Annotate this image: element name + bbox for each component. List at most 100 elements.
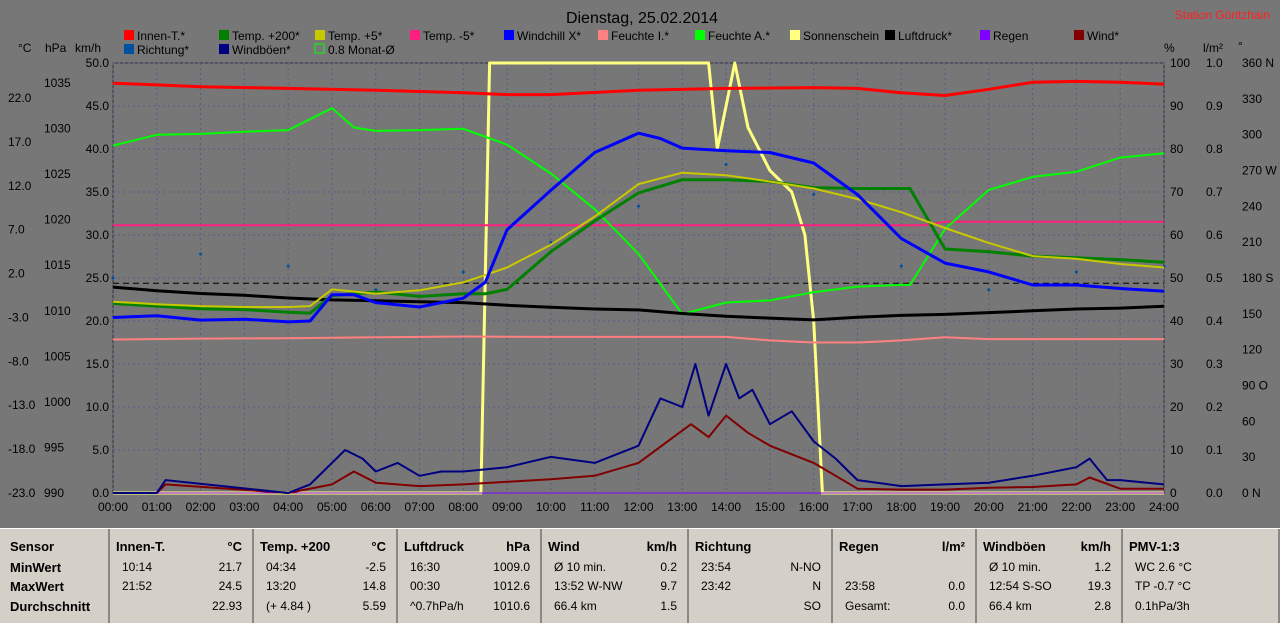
- table-cell-label: 00:30: [410, 579, 441, 593]
- tick-label-hpa: 990: [44, 486, 64, 500]
- tick-label-direction: 90 O: [1242, 379, 1268, 393]
- tick-label-celsius: 7.0: [8, 223, 25, 237]
- tick-label-time: 12:00: [623, 500, 653, 514]
- table-cell-label: 12:54 S-SO: [989, 579, 1052, 593]
- direction-point: [549, 240, 553, 244]
- series-line-sonnenschein: [113, 61, 1164, 495]
- legend-swatch: [885, 30, 895, 40]
- table-cell-label: 10:14: [122, 560, 153, 574]
- legend-swatch: [314, 43, 325, 54]
- direction-point: [286, 264, 290, 268]
- legend-swatch: [124, 44, 134, 54]
- table-cell-label: Ø 10 min.: [554, 560, 607, 574]
- table-column-header: PMV-1:3: [1129, 539, 1180, 554]
- tick-label-kmh: 30.0: [86, 228, 110, 242]
- table-cell-value: 1012.6: [493, 579, 530, 593]
- legend-swatch: [790, 30, 800, 40]
- table-cell-value: 19.3: [1087, 579, 1111, 593]
- legend-label: Temp. +200*: [232, 29, 300, 43]
- table-cell-label: 23:54: [701, 560, 732, 574]
- tick-label-celsius: -13.0: [8, 398, 36, 412]
- legend-label: 0.8 Monat-Ø: [328, 43, 395, 57]
- direction-point: [724, 163, 728, 166]
- tick-label-time: 08:00: [448, 500, 478, 514]
- legend-swatch: [598, 30, 608, 40]
- legend-label: Wind*: [1087, 29, 1119, 43]
- table-cell-value: 1010.6: [493, 599, 530, 613]
- tick-label-celsius: 2.0: [8, 267, 25, 281]
- legend-label: Windchill X*: [517, 29, 581, 43]
- legend-swatch: [410, 30, 420, 40]
- table-column-unit: °C: [371, 539, 386, 554]
- tick-label-time: 19:00: [930, 500, 960, 514]
- tick-label-percent: 0: [1170, 486, 1177, 500]
- table-cell-value: 1009.0: [493, 560, 530, 574]
- table-cell-label: 66.4 km: [989, 599, 1032, 613]
- tick-label-lm2: 0.1: [1206, 443, 1223, 457]
- statistics-table: Sensor MinWert MaxWert Durchschnitt Innen-T.…: [0, 528, 1280, 623]
- tick-label-percent: 10: [1170, 443, 1184, 457]
- legend-swatch: [1074, 30, 1084, 40]
- table-column: Richtung 23:54 N-NO 23:42 N SO: [689, 529, 833, 623]
- tick-label-time: 21:00: [1018, 500, 1048, 514]
- tick-label-direction: 0 N: [1242, 486, 1261, 500]
- series-line-feuchte-i: [112, 335, 1164, 344]
- table-cell-value: 1.2: [1094, 560, 1111, 574]
- legend-label: Feuchte A.*: [708, 29, 770, 43]
- table-column-header: Luftdruck: [404, 539, 464, 554]
- unit-kmh: km/h: [75, 41, 101, 55]
- tick-label-kmh: 25.0: [86, 271, 110, 285]
- tick-label-percent: 20: [1170, 400, 1184, 414]
- tick-label-percent: 100: [1170, 56, 1190, 70]
- legend-swatch: [219, 30, 229, 40]
- tick-label-percent: 30: [1170, 357, 1184, 371]
- legend-swatch: [124, 30, 134, 40]
- tick-label-lm2: 0.9: [1206, 99, 1223, 113]
- table-cell-label: 0.1hPa/3h: [1135, 599, 1190, 613]
- tick-label-celsius: -8.0: [8, 354, 29, 368]
- table-cell-value: 24.5: [218, 579, 242, 593]
- tick-label-percent: 40: [1170, 314, 1184, 328]
- table-cell-value: 22.93: [211, 599, 242, 613]
- tick-label-lm2: 0.5: [1206, 271, 1223, 285]
- tick-label-time: 03:00: [229, 500, 259, 514]
- direction-point: [111, 276, 115, 280]
- table-column-header: Windböen: [983, 539, 1046, 554]
- tick-label-direction: 240: [1242, 199, 1262, 213]
- series-line-temp-200: [112, 178, 1165, 315]
- table-column-header: Temp. +200: [260, 539, 331, 554]
- table-cell-value: SO: [803, 599, 821, 613]
- legend-label: Innen-T.*: [137, 29, 185, 43]
- series-line-wind: [113, 414, 1164, 494]
- tick-label-celsius: 22.0: [8, 91, 32, 105]
- direction-point: [1074, 270, 1078, 274]
- table-cell-value: -2.5: [365, 560, 386, 574]
- tick-label-percent: 60: [1170, 228, 1184, 242]
- series-lines: [111, 61, 1166, 495]
- tick-label-time: 00:00: [98, 500, 128, 514]
- chart-title: Dienstag, 25.02.2014: [566, 10, 718, 27]
- tick-label-hpa: 1030: [44, 122, 71, 136]
- tick-label-time: 10:00: [536, 500, 566, 514]
- tick-label-time: 11:00: [580, 500, 609, 514]
- unit-celsius: °C: [18, 41, 32, 55]
- table-row-labels-column: Sensor MinWert MaxWert Durchschnitt: [0, 529, 110, 623]
- legend-label: Regen: [993, 29, 1028, 43]
- table-cell-label: 13:20: [266, 579, 297, 593]
- table-cell-label: 16:30: [410, 560, 441, 574]
- series-line-innen-t: [112, 79, 1165, 97]
- station-name: Station Göritzhain: [1175, 8, 1270, 22]
- tick-label-direction: 180 S: [1242, 271, 1273, 285]
- table-cell-label: TP -0.7 °C: [1135, 579, 1191, 593]
- table-cell-value: 1.5: [660, 599, 677, 613]
- legend: Innen-T.* Temp. +200* Temp. +5* Temp. -5* Wi…: [124, 29, 1119, 57]
- table-row-label: Sensor: [10, 539, 55, 554]
- tick-label-hpa: 1000: [44, 395, 71, 409]
- tick-label-direction: 360 N: [1242, 56, 1274, 70]
- table-column-header: Richtung: [695, 539, 752, 554]
- legend-swatch: [504, 30, 514, 40]
- tick-label-time: 01:00: [142, 500, 172, 514]
- tick-label-percent: 90: [1170, 99, 1184, 113]
- tick-label-time: 04:00: [273, 500, 303, 514]
- tick-label-direction: 30: [1242, 450, 1256, 464]
